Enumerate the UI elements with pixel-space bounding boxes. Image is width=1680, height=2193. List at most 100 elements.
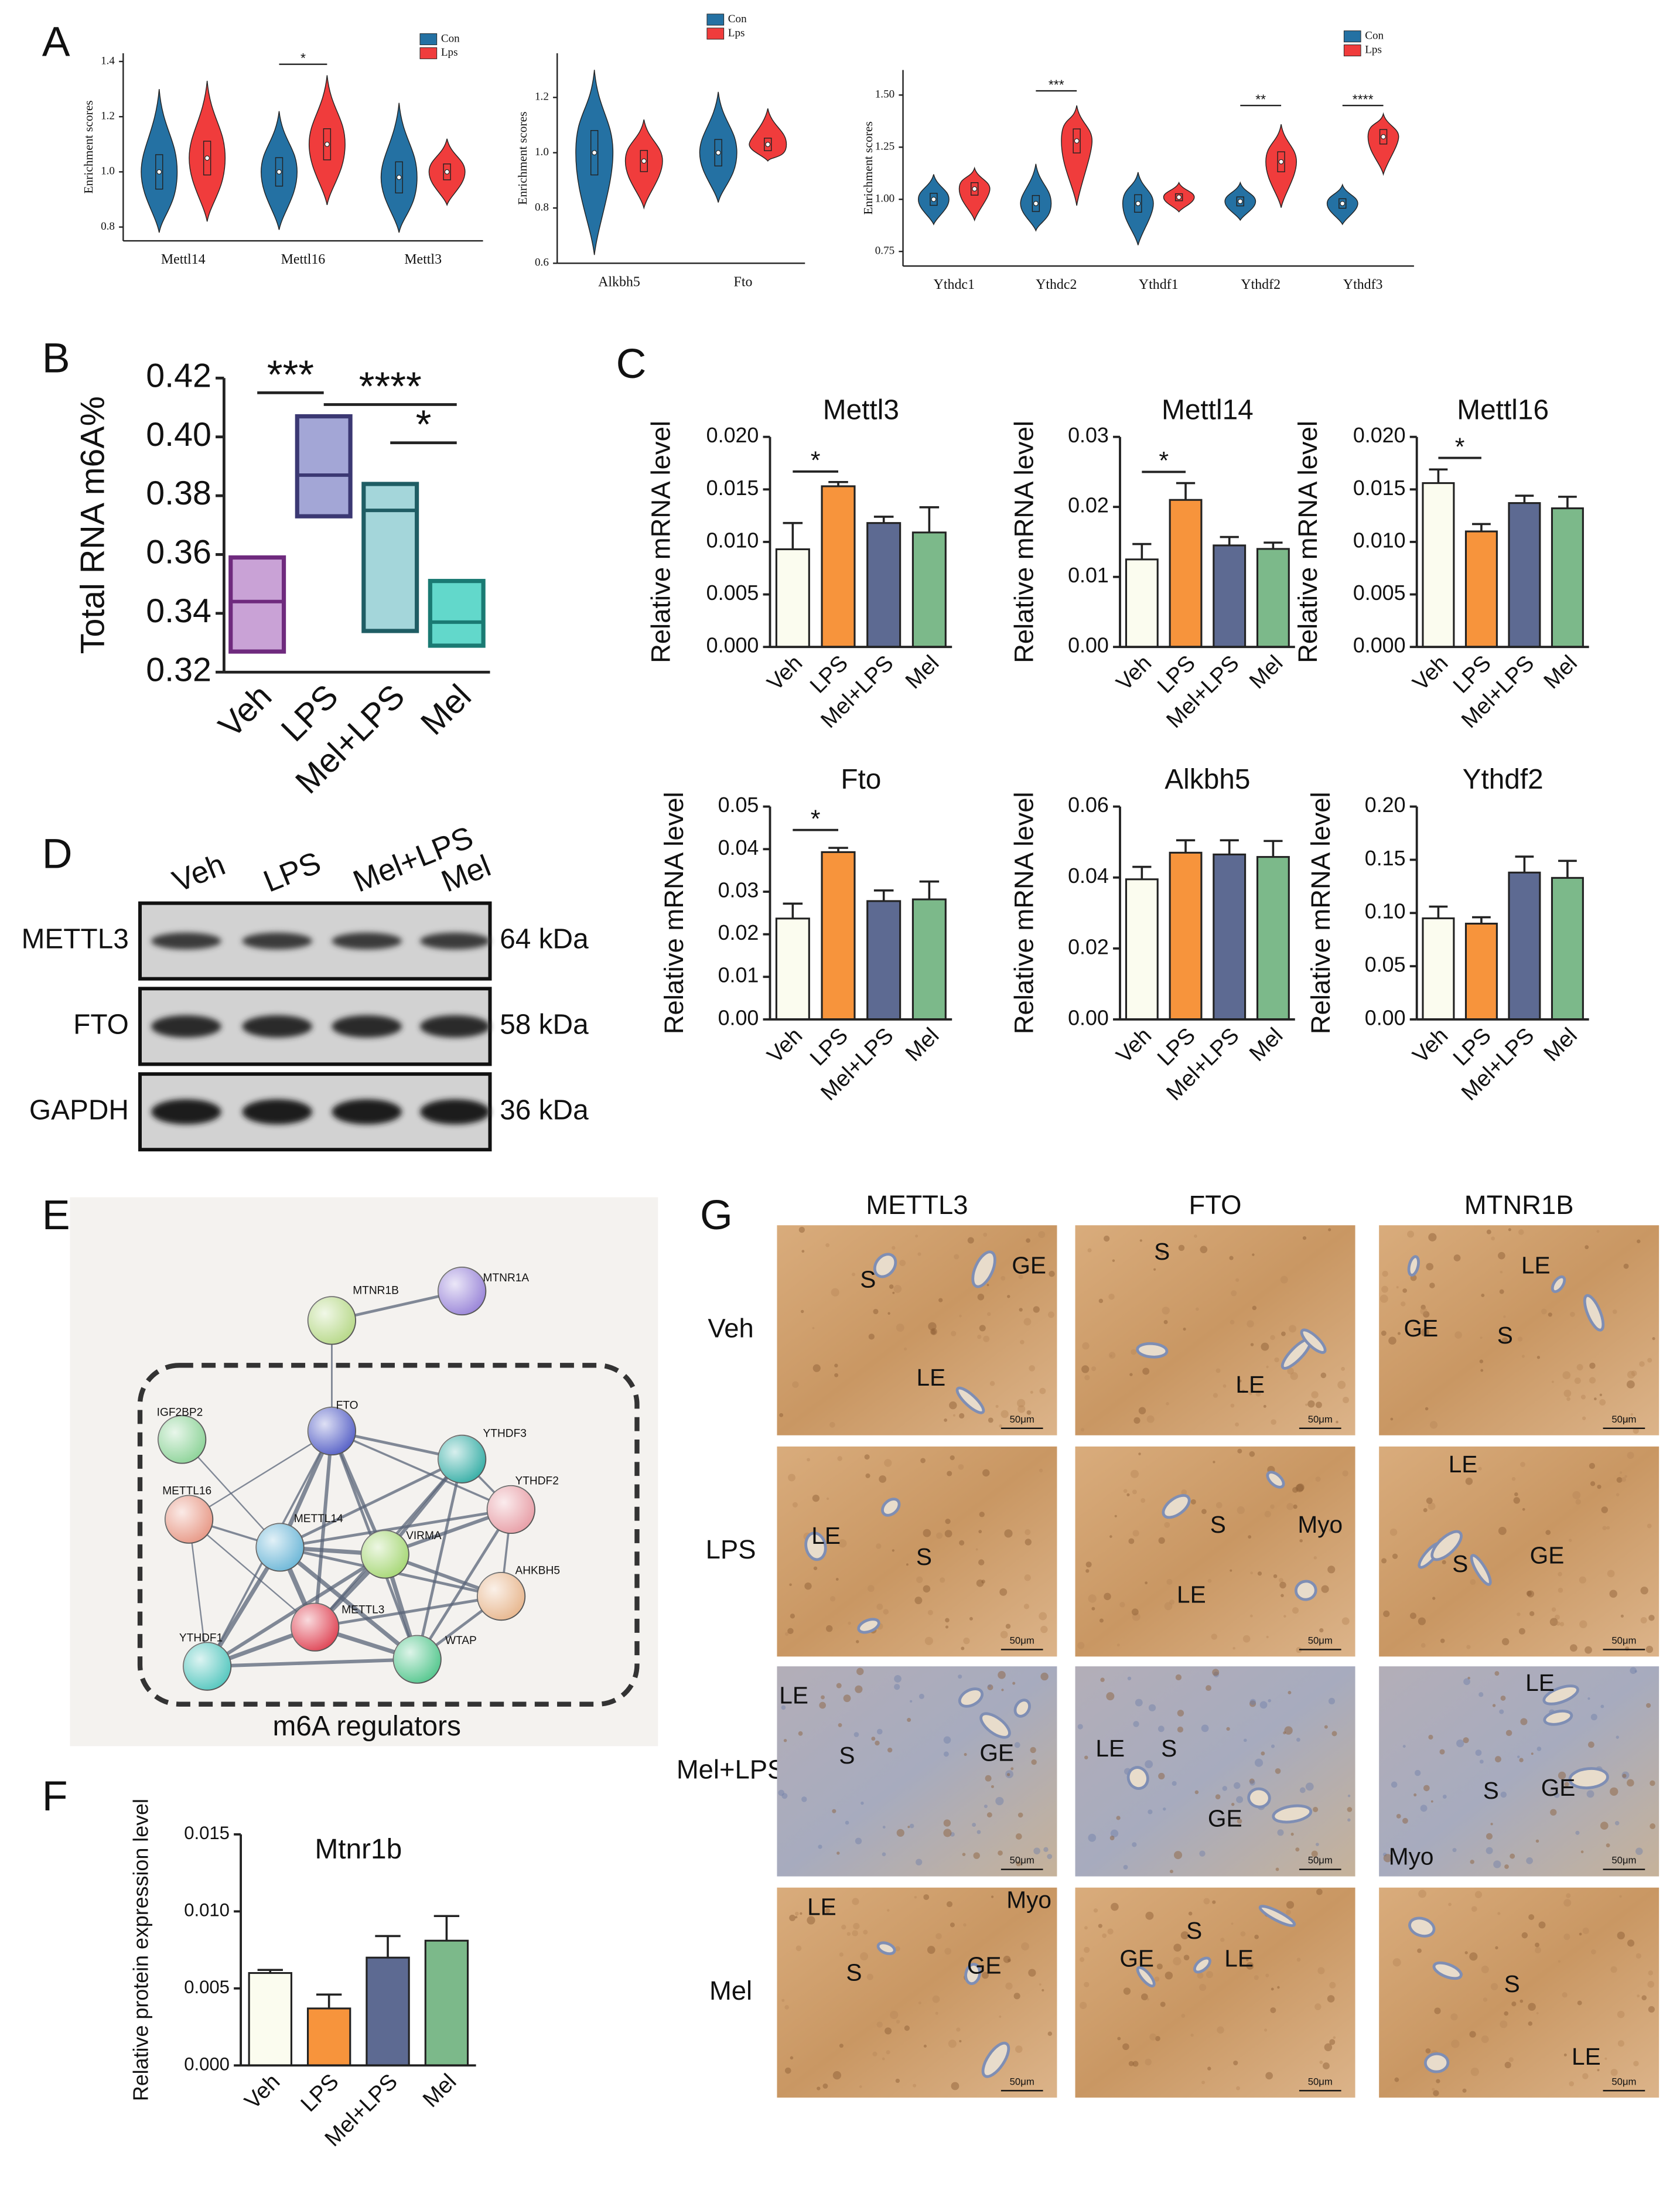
scale-bar-label: 50μm (1010, 1414, 1034, 1425)
significance-label: * (1455, 433, 1465, 461)
tissue-label: LE (811, 1522, 841, 1549)
tissue-texture (999, 2015, 1002, 2018)
tissue-texture (995, 1404, 999, 1408)
tissue-texture (1558, 1587, 1563, 1593)
tissue-label: LE (1521, 1252, 1551, 1279)
tissue-texture (1563, 1933, 1570, 1940)
y-axis-label: Enrichment scores (515, 111, 530, 204)
tissue-texture (923, 1529, 931, 1537)
bar (1125, 558, 1159, 648)
tissue-texture (807, 1458, 810, 1462)
tissue-texture (893, 1285, 902, 1293)
legend-swatch (1343, 45, 1361, 57)
y-tick-label: 0.40 (146, 416, 211, 453)
tissue-texture (1235, 1422, 1239, 1427)
tissue-texture (1111, 1902, 1119, 1911)
violin-box (443, 163, 451, 180)
tissue-texture (1299, 1539, 1303, 1543)
tissue-texture (1033, 1306, 1040, 1313)
tissue-texture (1043, 1847, 1049, 1853)
gland (1430, 1530, 1463, 1561)
tissue-label: S (1154, 1238, 1170, 1265)
tissue-texture (1527, 1590, 1534, 1598)
tissue-texture (1526, 1857, 1533, 1864)
bar (1551, 876, 1584, 1021)
gland (979, 1712, 1011, 1739)
tissue-texture (1237, 1506, 1245, 1515)
tissue-texture (1270, 1504, 1275, 1509)
node-label: WTAP (445, 1635, 477, 1647)
tissue-texture (1250, 1571, 1253, 1575)
tissue-texture (1495, 1946, 1498, 1950)
tissue-texture (826, 1497, 829, 1500)
tissue-texture (813, 1566, 818, 1570)
tissue-texture (1109, 1535, 1112, 1538)
tissue-texture (1558, 1572, 1562, 1577)
legend-label: Con (1365, 30, 1384, 42)
tissue-texture (1160, 2001, 1166, 2007)
tissue-texture (795, 1916, 798, 1919)
tissue-texture (1108, 1352, 1116, 1359)
tissue-texture (1470, 2068, 1479, 2076)
tissue-texture (1518, 1229, 1524, 1235)
tissue-texture (938, 1298, 943, 1302)
x-tick-label: Mel (900, 1023, 944, 1066)
tissue-texture (991, 1895, 994, 1898)
tissue-texture (839, 2044, 844, 2048)
tissue-label: Myo (1297, 1511, 1343, 1538)
tissue-texture (856, 1640, 859, 1643)
bar (1422, 917, 1455, 1021)
tissue-texture (1194, 1790, 1199, 1795)
tissue-texture (1589, 1362, 1596, 1369)
tissue-texture (1491, 1236, 1495, 1241)
tissue-texture (852, 1930, 858, 1936)
tissue-texture (1138, 1407, 1146, 1415)
significance-label: * (1159, 447, 1169, 475)
tissue-texture (1142, 1367, 1150, 1375)
tissue-texture (843, 1694, 851, 1703)
tissue-texture (1233, 2060, 1238, 2066)
tissue-texture (1454, 1331, 1462, 1339)
tissue-texture (1647, 1358, 1652, 1363)
network-edge (188, 1519, 316, 1628)
tissue-texture (1391, 1781, 1398, 1788)
tissue-texture (1215, 1794, 1221, 1800)
tissue-texture (779, 1413, 784, 1417)
tissue-texture (1010, 1767, 1014, 1771)
y-tick-label: 1.50 (875, 88, 894, 101)
tissue-texture (1148, 1704, 1156, 1711)
tissue-texture (1621, 1477, 1626, 1482)
tissue-texture (1197, 1972, 1204, 1979)
violin (1020, 163, 1052, 232)
tissue-texture (1549, 1618, 1558, 1626)
tissue-texture (1018, 1274, 1023, 1280)
tissue-texture (1480, 1336, 1483, 1339)
tissue-texture (935, 1933, 942, 1940)
tissue-texture (1128, 2061, 1134, 2066)
node-label: YTHDF2 (515, 1475, 559, 1488)
tissue-texture (1428, 1734, 1433, 1740)
tissue-texture (1418, 1617, 1426, 1625)
tissue-texture (1519, 1999, 1524, 2003)
median-dot (931, 196, 937, 202)
tissue-texture (1486, 1847, 1493, 1854)
network-edge (206, 1553, 386, 1668)
tissue-texture (1296, 1738, 1300, 1742)
tissue-texture (1579, 1932, 1582, 1936)
x-tick-label: Mettl14 (161, 252, 206, 267)
tissue-texture (1254, 1975, 1259, 1980)
tissue-label: LE (807, 1893, 836, 1920)
y-tick-label: 0.6 (535, 257, 549, 269)
tissue-texture (923, 1894, 930, 1900)
tissue-texture (1576, 1364, 1583, 1371)
tissue-texture (1336, 1420, 1338, 1424)
tissue-texture (1020, 1339, 1025, 1345)
tissue-texture (1382, 1853, 1387, 1857)
tissue-texture (1426, 1498, 1433, 1504)
chart-title: Alkbh5 (1165, 764, 1250, 795)
tissue-texture (1231, 1922, 1234, 1925)
tissue-texture (1328, 1697, 1336, 1705)
y-tick-label: 0.10 (1365, 900, 1406, 923)
network-edge (415, 1458, 464, 1660)
